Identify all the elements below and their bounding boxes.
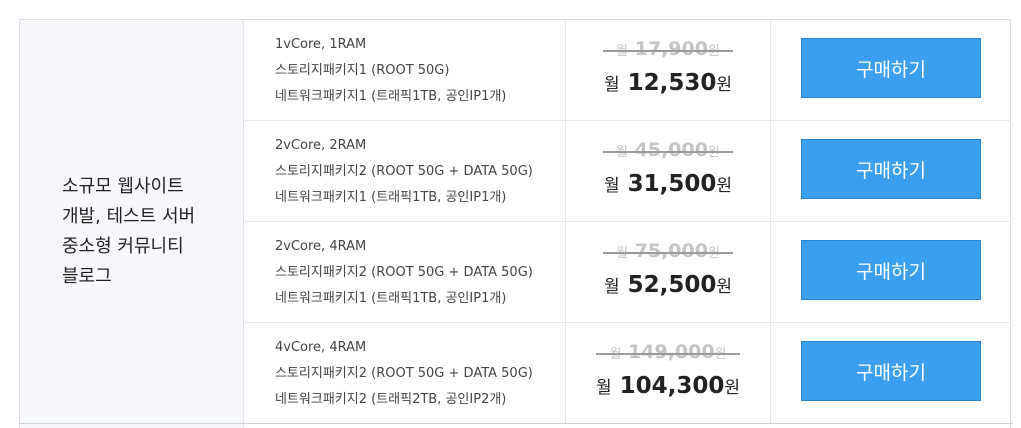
- buy-button[interactable]: 구매하기: [801, 38, 981, 98]
- category-line: 개발, 테스트 서버: [62, 206, 196, 227]
- plan-specs: 2vCore, 2RAM 스토리지패키지2 (ROOT 50G + DATA 5…: [275, 133, 533, 211]
- storage-spec: 스토리지패키지1 (ROOT 50G): [275, 63, 450, 78]
- cpu-ram-spec: 1vCore, 1RAM: [275, 37, 367, 52]
- original-price-prefix: 월: [616, 44, 629, 59]
- original-price: 월 75,000원: [566, 240, 770, 262]
- plan-specs: 1vCore, 1RAM 스토리지패키지1 (ROOT 50G) 네트워크패키지…: [275, 32, 506, 110]
- category-line: 소규모 웹사이트: [62, 176, 184, 197]
- table-bottom-border: [19, 423, 1013, 424]
- original-price-value: 17,900: [634, 38, 708, 60]
- buy-button[interactable]: 구매하기: [801, 240, 981, 300]
- sale-price: 월 104,300원: [566, 373, 770, 399]
- category-line: 중소형 커뮤니티: [62, 236, 184, 257]
- sale-price: 월 52,500원: [566, 272, 770, 298]
- sale-price-value: 52,500: [627, 272, 717, 298]
- buy-button[interactable]: 구매하기: [801, 139, 981, 199]
- plan-specs: 4vCore, 4RAM 스토리지패키지2 (ROOT 50G + DATA 5…: [275, 335, 533, 413]
- network-spec: 네트워크패키지1 (트래픽1TB, 공인IP1개): [275, 291, 507, 306]
- price-cell: 월 45,000원 월 31,500원: [565, 121, 771, 221]
- network-spec: 네트워크패키지1 (트래픽1TB, 공인IP1개): [275, 190, 507, 205]
- sale-price-prefix: 월: [603, 75, 620, 95]
- original-price-unit: 원: [707, 44, 720, 59]
- original-price-prefix: 월: [616, 246, 629, 261]
- cpu-ram-spec: 2vCore, 4RAM: [275, 239, 367, 254]
- original-price-value: 149,000: [628, 341, 715, 363]
- storage-spec: 스토리지패키지2 (ROOT 50G + DATA 50G): [275, 265, 533, 280]
- original-price-value: 75,000: [634, 240, 708, 262]
- price-cell: 월 75,000원 월 52,500원: [565, 222, 771, 322]
- plan-specs: 2vCore, 4RAM 스토리지패키지2 (ROOT 50G + DATA 5…: [275, 234, 533, 312]
- sale-price-value: 104,300: [619, 373, 725, 399]
- cpu-ram-spec: 2vCore, 2RAM: [275, 138, 367, 153]
- original-price-prefix: 월: [609, 347, 622, 362]
- sale-price-unit: 원: [724, 378, 741, 398]
- plan-row: 4vCore, 4RAM 스토리지패키지2 (ROOT 50G + DATA 5…: [245, 323, 1011, 424]
- original-price: 월 149,000원: [566, 341, 770, 363]
- plan-row: 2vCore, 2RAM 스토리지패키지2 (ROOT 50G + DATA 5…: [245, 121, 1011, 222]
- price-cell: 월 17,900원 월 12,530원: [565, 20, 771, 120]
- sale-price-prefix: 월: [603, 176, 620, 196]
- buy-button[interactable]: 구매하기: [801, 341, 981, 401]
- original-price-unit: 원: [707, 246, 720, 261]
- category-description: 소규모 웹사이트 개발, 테스트 서버 중소형 커뮤니티 블로그: [62, 172, 195, 292]
- sale-price: 월 31,500원: [566, 171, 770, 197]
- original-price-value: 45,000: [634, 139, 708, 161]
- pricing-table: 소규모 웹사이트 개발, 테스트 서버 중소형 커뮤니티 블로그 1vCore,…: [19, 19, 1011, 428]
- sale-price-unit: 원: [716, 176, 733, 196]
- original-price-unit: 원: [714, 347, 727, 362]
- price-cell: 월 149,000원 월 104,300원: [565, 323, 771, 423]
- original-price: 월 45,000원: [566, 139, 770, 161]
- sale-price-prefix: 월: [595, 378, 612, 398]
- sale-price-value: 12,530: [627, 70, 717, 96]
- sale-price-value: 31,500: [627, 171, 717, 197]
- sale-price-prefix: 월: [603, 277, 620, 297]
- plan-row: 2vCore, 4RAM 스토리지패키지2 (ROOT 50G + DATA 5…: [245, 222, 1011, 323]
- sale-price-unit: 원: [716, 75, 733, 95]
- original-price: 월 17,900원: [566, 38, 770, 60]
- storage-spec: 스토리지패키지2 (ROOT 50G + DATA 50G): [275, 164, 533, 179]
- original-price-unit: 원: [707, 145, 720, 160]
- original-price-prefix: 월: [616, 145, 629, 160]
- sale-price-unit: 원: [716, 277, 733, 297]
- cpu-ram-spec: 4vCore, 4RAM: [275, 340, 367, 355]
- sale-price: 월 12,530원: [566, 70, 770, 96]
- storage-spec: 스토리지패키지2 (ROOT 50G + DATA 50G): [275, 366, 533, 381]
- category-cell: 소규모 웹사이트 개발, 테스트 서버 중소형 커뮤니티 블로그: [20, 20, 244, 428]
- network-spec: 네트워크패키지2 (트래픽2TB, 공인IP2개): [275, 392, 507, 407]
- network-spec: 네트워크패키지1 (트래픽1TB, 공인IP1개): [275, 89, 507, 104]
- plan-row: 1vCore, 1RAM 스토리지패키지1 (ROOT 50G) 네트워크패키지…: [245, 20, 1011, 121]
- category-line: 블로그: [62, 266, 112, 287]
